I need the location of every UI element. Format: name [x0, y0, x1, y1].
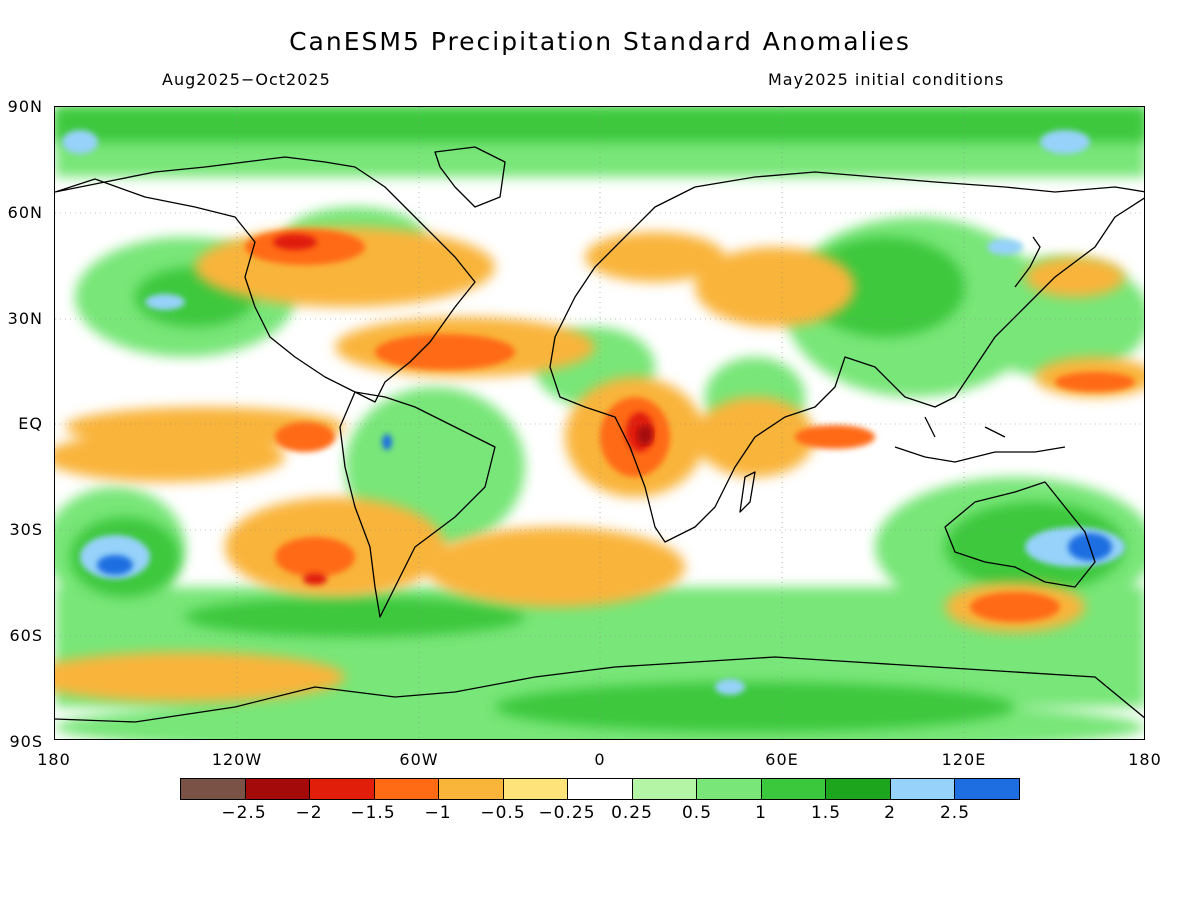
- colorbar-swatch: [568, 779, 633, 799]
- lon-label-180w: 180: [37, 750, 71, 769]
- antarctica-coast: [55, 656, 1144, 723]
- lon-label-180e: 180: [1128, 750, 1162, 769]
- colorbar-swatch: [181, 779, 246, 799]
- colorbar-swatch: [826, 779, 891, 799]
- graticule: [55, 107, 1144, 739]
- colorbar-swatch: [955, 779, 1019, 799]
- colorbar-swatch: [890, 779, 956, 799]
- colorbar-label: −1.5: [350, 803, 396, 823]
- map-title: CanESM5 Precipitation Standard Anomalies: [289, 27, 911, 56]
- forecast-period: Aug2025−Oct2025: [162, 70, 331, 89]
- colorbar-label: 2.5: [939, 803, 971, 823]
- lon-label-120e: 120E: [941, 750, 987, 769]
- strong-negative-fields: [245, 229, 1135, 622]
- colorbar: [180, 778, 1020, 800]
- colorbar-label: −1: [424, 803, 452, 823]
- coastlines: [55, 146, 1144, 723]
- colorbar-swatch: [439, 779, 504, 799]
- colorbar-label: −2.5: [221, 803, 267, 823]
- lat-label-90n: 90N: [7, 97, 43, 116]
- lat-label-30n: 30N: [7, 309, 43, 328]
- lat-label-60n: 60N: [7, 203, 43, 222]
- lat-label-eq: EQ: [18, 414, 43, 433]
- colorbar-swatch: [697, 779, 762, 799]
- colorbar-label: −0.25: [538, 803, 596, 823]
- north-america-coast: [55, 156, 476, 403]
- colorbar-label: 0.25: [611, 803, 653, 823]
- colorbar-label: 1.5: [810, 803, 842, 823]
- indonesia-coast: [894, 416, 1066, 463]
- greenland-coast: [434, 146, 506, 208]
- japan-coast: [1014, 236, 1041, 288]
- colorbar-swatch: [245, 779, 311, 799]
- lon-label-120w: 120W: [211, 750, 263, 769]
- colorbar-swatch: [503, 779, 569, 799]
- colorbar-label: 1: [755, 803, 767, 823]
- colorbar-label: −2: [295, 803, 323, 823]
- south-america-coast: [339, 391, 496, 618]
- australia-coast: [944, 481, 1096, 588]
- colorbar-label: 0.5: [681, 803, 713, 823]
- colorbar-label: −0.5: [480, 803, 526, 823]
- colorbar-swatch: [374, 779, 440, 799]
- colorbar-swatch: [632, 779, 698, 799]
- lon-label-60w: 60W: [399, 750, 439, 769]
- anomaly-map: [54, 106, 1145, 740]
- darkred-negative-cells: [637, 425, 653, 445]
- initial-conditions: May2025 initial conditions: [768, 70, 1005, 89]
- lat-label-60s: 60S: [9, 626, 43, 645]
- colorbar-label: 2: [884, 803, 896, 823]
- colorbar-swatch: [310, 779, 375, 799]
- madagascar-coast: [739, 471, 756, 513]
- colorbar-swatch: [761, 779, 827, 799]
- lat-label-90s: 90S: [9, 732, 43, 751]
- lat-label-30s: 30S: [9, 520, 43, 539]
- lon-label-0: 0: [594, 750, 606, 769]
- eurasia-africa-coast: [549, 171, 1144, 543]
- lon-label-60e: 60E: [765, 750, 799, 769]
